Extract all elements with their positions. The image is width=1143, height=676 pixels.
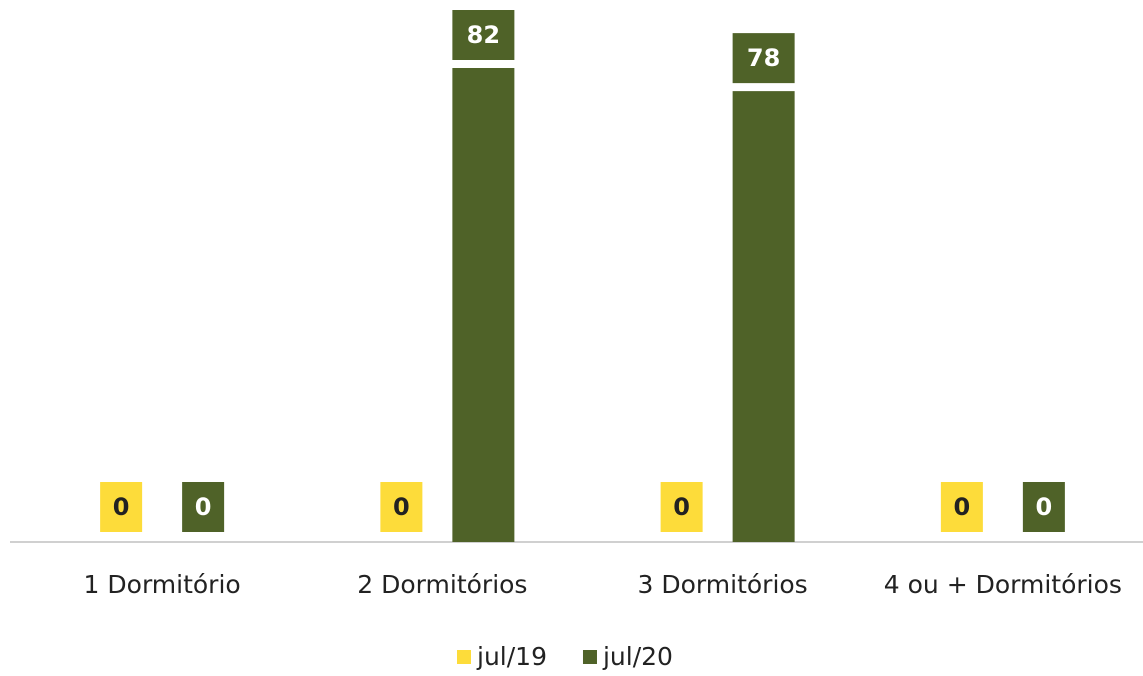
- legend-swatch: [582, 650, 597, 664]
- x-tick-label: 1 Dormitório: [84, 570, 241, 599]
- bar: [732, 91, 795, 542]
- data-label-box: [1022, 482, 1065, 532]
- data-label-box: [380, 482, 423, 532]
- data-label-box: [660, 482, 703, 532]
- data-label-box: [452, 10, 515, 60]
- data-label: 0: [1036, 493, 1053, 521]
- data-label-box: [182, 482, 225, 532]
- data-label: 78: [747, 44, 780, 72]
- data-label-box: [940, 482, 983, 532]
- data-label-box: [100, 482, 143, 532]
- data-label-box: [732, 33, 795, 84]
- x-tick-label: 3 Dormitórios: [638, 570, 808, 599]
- legend-label: jul/20: [602, 642, 673, 671]
- legend-swatch: [457, 650, 471, 664]
- x-tick-label: 4 ou + Dormitórios: [884, 570, 1122, 599]
- data-label: 0: [393, 493, 410, 521]
- data-label: 0: [195, 493, 212, 521]
- data-label: 0: [113, 493, 130, 521]
- data-label: 0: [673, 493, 690, 521]
- data-label: 0: [954, 493, 971, 521]
- legend-label: jul/19: [476, 642, 547, 671]
- x-tick-label: 2 Dormitórios: [357, 570, 527, 599]
- bar: [452, 68, 515, 542]
- data-label: 82: [467, 21, 500, 49]
